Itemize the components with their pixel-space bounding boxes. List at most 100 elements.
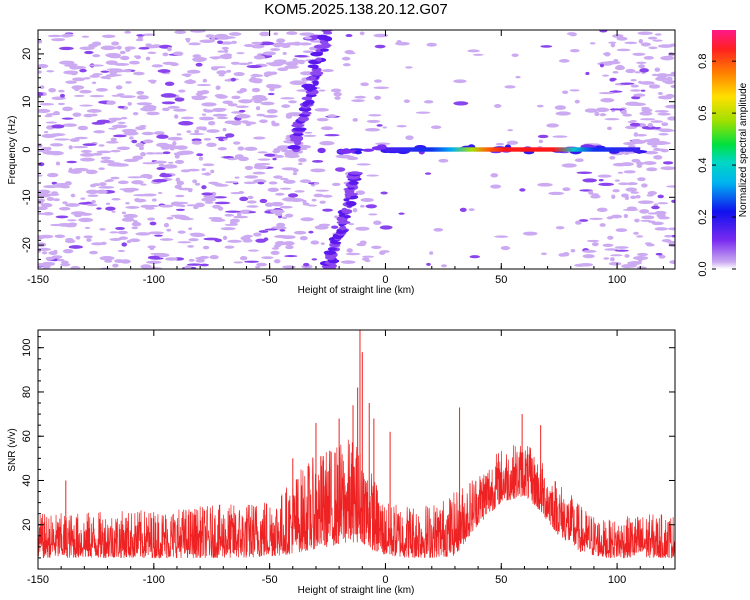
heatmap-noise-cell xyxy=(188,188,193,193)
heatmap-noise-cell xyxy=(89,74,101,78)
heatmap-noise-cell xyxy=(100,159,115,164)
heatmap-noise-cell xyxy=(244,175,259,179)
heatmap-noise-cell xyxy=(368,114,382,117)
heatmap-noise-cell xyxy=(277,67,289,72)
heatmap-noise-cell xyxy=(469,255,481,259)
heatmap-noise-cell xyxy=(62,33,74,38)
heatmap-noise-cell xyxy=(302,50,314,54)
heatmap-noise-cell xyxy=(340,260,356,264)
heatmap-noise-cell xyxy=(259,198,268,204)
heatmap-noise-cell xyxy=(108,127,118,130)
heatmap-noise-cell xyxy=(270,209,285,214)
heatmap-noise-cell xyxy=(657,112,671,116)
heatmap-noise-cell xyxy=(666,185,675,188)
heatmap-y-tick-label: 10 xyxy=(21,96,33,108)
heatmap-noise-cell xyxy=(578,263,594,267)
heatmap-noise-cell xyxy=(162,61,177,65)
heatmap-noise-cell xyxy=(453,79,467,84)
heatmap-noise-cell xyxy=(311,258,318,261)
heatmap-noise-cell xyxy=(648,84,661,89)
heatmap-noise-cell xyxy=(246,205,259,208)
heatmap-noise-cell xyxy=(283,241,295,246)
heatmap-noise-cell xyxy=(164,81,175,87)
heatmap-noise-cell xyxy=(647,190,657,196)
heatmap-x-tick-label: -150 xyxy=(27,274,49,286)
heatmap-noise-cell xyxy=(105,206,116,211)
heatmap-noise-cell xyxy=(423,100,434,104)
heatmap-noise-cell xyxy=(233,215,249,219)
heatmap-noise-cell xyxy=(72,145,89,149)
heatmap-noise-cell xyxy=(140,151,146,157)
heatmap-noise-cell xyxy=(160,93,177,98)
heatmap-noise-cell xyxy=(426,262,431,266)
heatmap-noise-cell xyxy=(280,177,289,181)
heatmap-noise-cell xyxy=(38,70,42,74)
heatmap-noise-cell xyxy=(271,122,280,127)
heatmap-noise-cell xyxy=(630,195,637,200)
heatmap-noise-cell xyxy=(157,69,171,73)
heatmap-noise-cell xyxy=(56,258,65,262)
heatmap-noise-cell xyxy=(285,61,299,66)
heatmap-noise-cell xyxy=(250,98,257,101)
heatmap-noise-cell xyxy=(96,150,112,154)
heatmap-noise-cell xyxy=(373,220,382,225)
heatmap-band-cell xyxy=(317,147,326,154)
heatmap-noise-cell xyxy=(201,192,214,196)
heatmap-noise-cell xyxy=(172,141,177,146)
heatmap-noise-cell xyxy=(269,48,281,51)
heatmap-noise-cell xyxy=(273,175,283,179)
heatmap-noise-cell xyxy=(100,45,116,51)
heatmap-noise-cell xyxy=(60,185,71,189)
heatmap-noise-cell xyxy=(374,44,386,49)
heatmap-noise-cell xyxy=(215,136,229,139)
heatmap-noise-cell xyxy=(121,217,135,222)
heatmap-noise-cell xyxy=(200,91,208,95)
heatmap-noise-cell xyxy=(195,126,207,130)
heatmap-noise-cell xyxy=(647,36,658,40)
heatmap-noise-cell xyxy=(119,50,126,55)
heatmap-noise-cell xyxy=(561,163,577,168)
heatmap-noise-cell xyxy=(307,204,317,207)
heatmap-noise-cell xyxy=(238,99,253,104)
heatmap-streak-cell xyxy=(348,180,359,185)
heatmap-noise-cell xyxy=(598,91,615,95)
heatmap-noise-cell xyxy=(111,41,120,46)
heatmap-noise-cell xyxy=(335,154,352,159)
heatmap-noise-cell xyxy=(375,142,391,146)
heatmap-noise-cell xyxy=(204,201,214,204)
heatmap-noise-cell xyxy=(188,258,195,262)
heatmap-noise-cell xyxy=(636,252,649,257)
heatmap-noise-cell xyxy=(120,95,136,98)
heatmap-noise-cell xyxy=(284,255,298,258)
heatmap-frame xyxy=(37,29,676,270)
heatmap-noise-cell xyxy=(132,155,144,160)
heatmap-noise-cell xyxy=(117,230,128,235)
heatmap-noise-cell xyxy=(598,182,614,186)
heatmap-noise-cell xyxy=(261,256,274,260)
heatmap-noise-cell xyxy=(285,245,294,250)
heatmap-y-axis-label: Frequency (Hz) xyxy=(7,116,18,185)
heatmap-noise-cell xyxy=(162,151,171,155)
heatmap-noise-cell xyxy=(507,129,514,132)
heatmap-noise-cell xyxy=(44,130,49,134)
heatmap-noise-cell xyxy=(62,106,73,112)
heatmap-noise-cell xyxy=(602,52,611,56)
heatmap-x-axis-label: Height of straight line (km) xyxy=(298,285,415,296)
heatmap-noise-cell xyxy=(174,114,179,119)
heatmap-noise-cell xyxy=(657,194,664,199)
heatmap-noise-cell xyxy=(627,145,636,148)
heatmap-noise-cell xyxy=(100,156,111,160)
heatmap-noise-cell xyxy=(159,238,174,241)
heatmap-noise-cell xyxy=(294,190,305,193)
heatmap-noise-cell xyxy=(100,76,110,79)
heatmap-noise-cell xyxy=(237,146,245,151)
heatmap-noise-cell xyxy=(640,42,651,47)
heatmap-noise-cell xyxy=(438,158,449,163)
heatmap-noise-cell xyxy=(58,38,65,41)
heatmap-noise-cell xyxy=(59,46,74,51)
heatmap-noise-cell xyxy=(640,89,646,92)
heatmap-noise-cell xyxy=(79,89,92,94)
heatmap-noise-cell xyxy=(268,61,284,67)
heatmap-noise-cell xyxy=(43,185,59,189)
